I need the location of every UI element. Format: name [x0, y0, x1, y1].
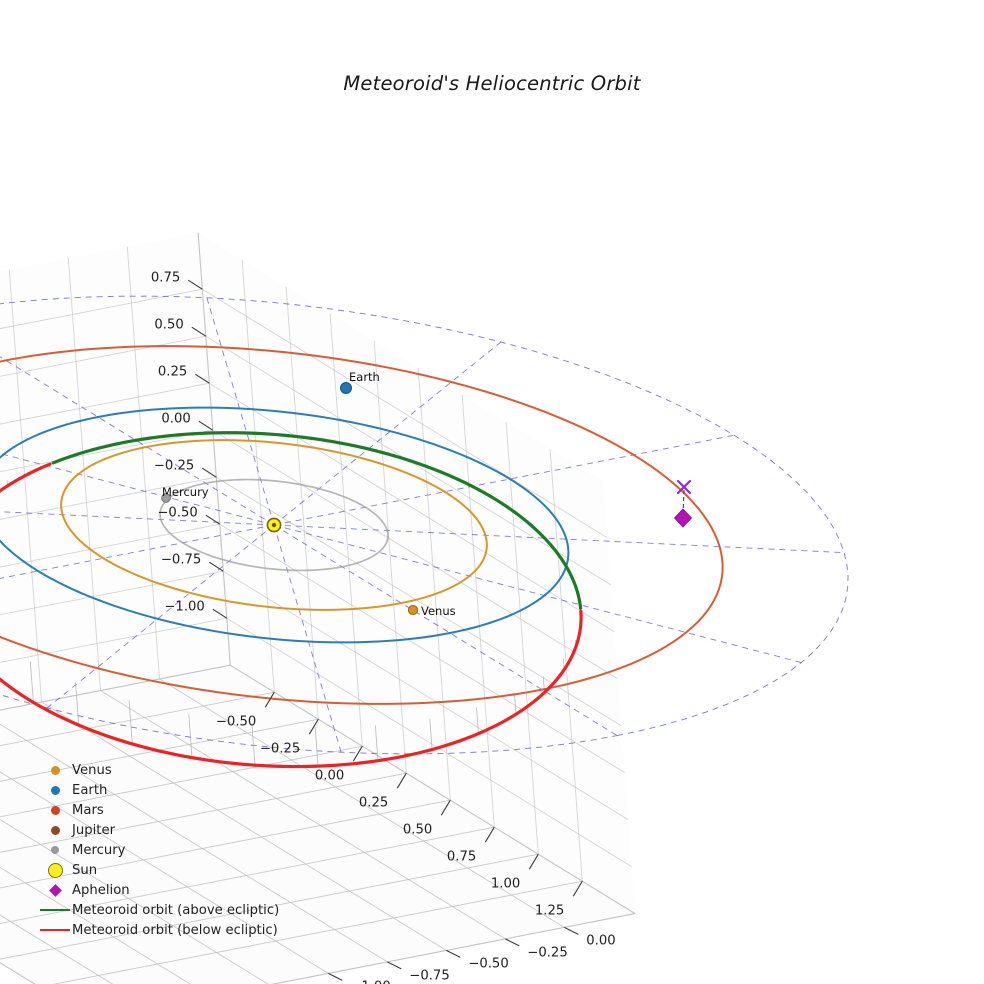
- x-tick-3: 0.25: [358, 795, 389, 811]
- legend-item-mercury[interactable]: Mercury: [38, 840, 288, 860]
- meteoroid-orbit-curve: [0, 431, 583, 769]
- earth-dot-icon-glyph: [50, 785, 60, 795]
- sun-core: [271, 522, 277, 528]
- legend-item-jupiter[interactable]: Jupiter: [38, 820, 288, 840]
- legend-label: Venus: [72, 762, 112, 778]
- jupiter-dot-icon: [38, 825, 72, 835]
- planet-orbit-curves: [0, 345, 724, 705]
- radial-dashed-lines: [0, 295, 849, 755]
- legend-item-sun[interactable]: Sun: [38, 860, 288, 880]
- sun-dot-icon-glyph: [47, 862, 63, 878]
- legend: Venus Earth Mars Jupiter Mercury Sun Aphelion M…: [38, 760, 288, 940]
- x-tick-0: −0.50: [215, 714, 257, 730]
- sun-dot-icon: [38, 862, 72, 878]
- venus-marker: [407, 604, 419, 616]
- z-tick-0: 0.75: [150, 270, 181, 286]
- orbit-drop-lines: [6, 471, 582, 767]
- x-tick-2: 0.00: [314, 768, 345, 784]
- x-tick-4: 0.50: [402, 822, 433, 838]
- earth-dot-icon: [38, 785, 72, 795]
- mercury-marker: [161, 493, 171, 503]
- earth-label: Earth: [349, 370, 380, 384]
- y-tick-1: −0.25: [527, 945, 568, 961]
- green-line-icon-glyph: [40, 908, 70, 912]
- mercury-dot-icon: [38, 846, 72, 854]
- legend-item-aphelion[interactable]: Aphelion: [38, 880, 288, 900]
- jupiter-dot-icon-glyph: [50, 825, 60, 835]
- mercury-dot-icon-glyph: [51, 846, 59, 854]
- y-tick-0: 0.00: [586, 933, 616, 949]
- red-line-icon-glyph: [40, 928, 70, 932]
- z-tick-7: −1.00: [164, 599, 205, 615]
- body-markers: [161, 382, 693, 616]
- legend-label: Mars: [72, 802, 104, 818]
- page-title: Meteoroid's Heliocentric Orbit: [343, 72, 641, 95]
- y-tick-2: −0.50: [468, 956, 509, 972]
- legend-label: Earth: [72, 782, 108, 798]
- z-tick-5: −0.50: [157, 505, 198, 521]
- aphelion-projection-cross-icon: [676, 479, 692, 495]
- mercury-label: Mercury: [162, 485, 209, 499]
- red-line-icon: [38, 928, 72, 932]
- y-tick-3: −0.75: [409, 968, 450, 984]
- legend-item-earth[interactable]: Earth: [38, 780, 288, 800]
- x-tick-5: 0.75: [446, 849, 477, 865]
- axes-gridlines: [0, 232, 636, 984]
- legend-label: Jupiter: [72, 822, 115, 838]
- legend-item-mars[interactable]: Mars: [38, 800, 288, 820]
- venus-dot-icon: [38, 765, 72, 775]
- legend-label: Meteoroid orbit (above ecliptic): [72, 902, 280, 918]
- mars-dot-icon-glyph: [50, 805, 60, 815]
- x-tick-6: 1.00: [490, 876, 521, 892]
- legend-label: Sun: [72, 862, 98, 878]
- venus-dot-icon-glyph: [50, 765, 60, 775]
- axis-tick-marks: [188, 279, 583, 981]
- z-tick-6: −0.75: [160, 552, 202, 568]
- legend-item-meteoroid-orbit-above-ecliptic[interactable]: Meteoroid orbit (above ecliptic): [38, 900, 288, 920]
- earth-marker: [340, 382, 352, 394]
- axes-panes: [0, 232, 636, 984]
- legend-label: Meteoroid orbit (below ecliptic): [72, 922, 278, 938]
- z-tick-4: −0.25: [153, 458, 195, 474]
- y-tick-4: −1.00: [350, 980, 390, 984]
- green-line-icon: [38, 908, 72, 912]
- legend-item-meteoroid-orbit-below-ecliptic[interactable]: Meteoroid orbit (below ecliptic): [38, 920, 288, 940]
- legend-label: Aphelion: [72, 882, 130, 898]
- aphelion-marker: [673, 508, 693, 528]
- z-tick-1: 0.50: [154, 317, 184, 333]
- venus-label: Venus: [421, 604, 456, 618]
- x-tick-7: 1.25: [534, 903, 565, 919]
- x-tick-1: −0.25: [259, 741, 301, 757]
- legend-label: Mercury: [72, 842, 126, 858]
- legend-item-venus[interactable]: Venus: [38, 760, 288, 780]
- mars-dot-icon: [38, 805, 72, 815]
- z-tick-3: 0.00: [161, 411, 191, 427]
- z-tick-2: 0.25: [157, 364, 188, 380]
- aphelion-diamond-icon: [38, 883, 72, 897]
- aphelion-diamond-icon-glyph: [48, 883, 62, 897]
